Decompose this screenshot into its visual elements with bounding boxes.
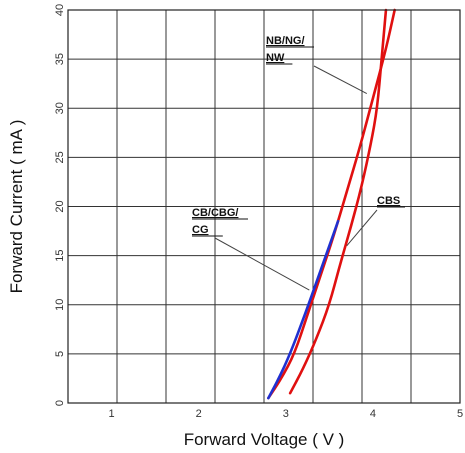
x-tick-label: 5 [457, 408, 463, 420]
series-group [267, 8, 396, 400]
annotation-leader-line [313, 65, 368, 94]
x-tick-label: 4 [370, 408, 376, 420]
y-tick-label: 40 [54, 4, 66, 16]
y-tick-label: 20 [54, 200, 66, 212]
annotation-leader-line [214, 237, 310, 291]
y-tick-label: 5 [54, 351, 66, 357]
annotation-label: CBS [377, 195, 400, 207]
x-tick-label: 1 [108, 408, 114, 420]
annotation-label: CG [192, 224, 209, 236]
x-tick-label: 3 [283, 408, 289, 420]
y-tick-label: 0 [54, 400, 66, 406]
annotation-label: CB/CBG/ [192, 207, 238, 219]
grid [68, 10, 460, 403]
y-tick-label: 15 [54, 250, 66, 262]
y-axis-label: Forward Current ( mA ) [7, 120, 26, 294]
x-tick-label: 2 [196, 408, 202, 420]
y-tick-label: 35 [54, 53, 66, 65]
series-line-cb-cbg-cg [267, 219, 340, 400]
plot-frame [67, 9, 461, 404]
annotation-label: NB/NG/ [266, 35, 305, 47]
annotation-label: NW [266, 52, 285, 64]
y-tick-label: 30 [54, 102, 66, 114]
series-line-cbs [288, 8, 388, 395]
y-tick-label: 10 [54, 299, 66, 311]
annotation-leader-line [346, 209, 378, 247]
y-tick-label: 25 [54, 151, 66, 163]
tick-labels: 1 2 3 4 5 0 5 10 15 20 25 30 35 40 [54, 4, 463, 420]
x-axis-label: Forward Voltage ( V ) [184, 430, 345, 449]
annotations: NB/NG/NW CB/CBG/CG CBS [192, 35, 405, 291]
